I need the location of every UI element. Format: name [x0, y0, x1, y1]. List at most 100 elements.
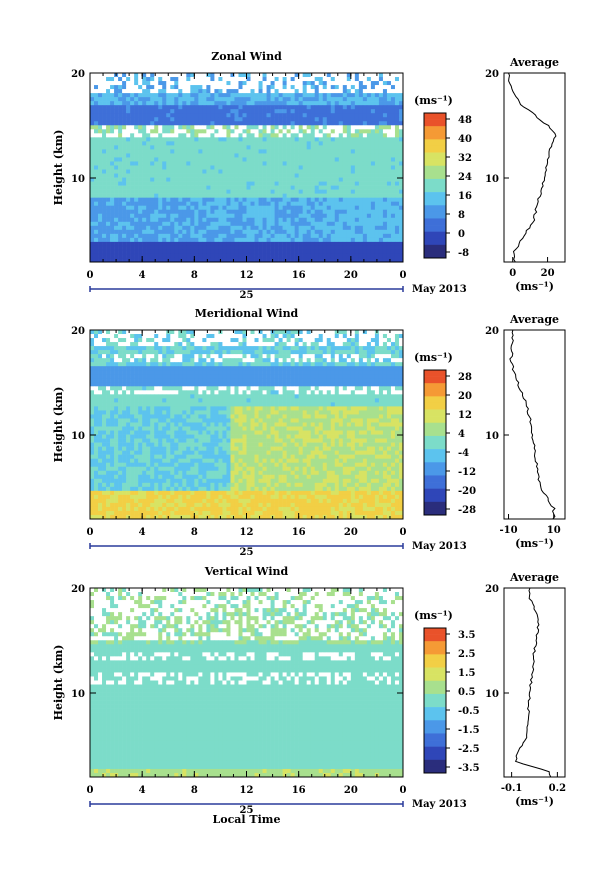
- heatmap-cell: [342, 213, 348, 219]
- heatmap-cell: [330, 97, 336, 102]
- heatmap-cell: [110, 145, 115, 150]
- heatmap-cell: [102, 161, 107, 166]
- heatmap-cell: [214, 330, 219, 335]
- heatmap-cell: [230, 113, 235, 118]
- heatmap-cell: [114, 181, 119, 186]
- heatmap-cell: [298, 169, 303, 174]
- heatmap-cell: [306, 149, 311, 154]
- heatmap-cell: [294, 193, 299, 198]
- heatmap-cell: [122, 205, 127, 211]
- heatmap-cell: [174, 217, 179, 223]
- heatmap-cell: [174, 225, 179, 231]
- heatmap-cell: [186, 221, 191, 227]
- heatmap-cell: [134, 105, 139, 110]
- heatmap-cell: [194, 133, 199, 138]
- heatmap-cell: [126, 249, 131, 255]
- heatmap-cell: [306, 382, 311, 387]
- heatmap-cell: [322, 173, 328, 178]
- heatmap-cell: [278, 197, 283, 202]
- heatmap-cell: [254, 173, 259, 178]
- heatmap-cell: [286, 113, 291, 118]
- heatmap-cell: [130, 217, 135, 223]
- heatmap-cell: [266, 237, 271, 243]
- heatmap-cell: [278, 121, 283, 126]
- heatmap-cell: [370, 205, 376, 211]
- heatmap-cell: [262, 133, 267, 138]
- heatmap-cell: [370, 378, 376, 383]
- heatmap-cell: [150, 105, 155, 110]
- heatmap-cell: [226, 370, 231, 375]
- heatmap-cell: [346, 366, 352, 371]
- heatmap-cell: [134, 177, 139, 182]
- heatmap-cell: [282, 233, 287, 239]
- heatmap-cell: [362, 113, 368, 118]
- heatmap-cell: [170, 141, 175, 146]
- heatmap-cell: [230, 177, 235, 182]
- heatmap-cell: [278, 129, 283, 134]
- heatmap-cell: [350, 346, 356, 351]
- heatmap-cell: [162, 354, 167, 359]
- heatmap-cell: [342, 249, 348, 255]
- heatmap-cell: [222, 117, 227, 122]
- heatmap-cell: [146, 342, 151, 347]
- heatmap-cell: [162, 169, 167, 174]
- heatmap-cell: [222, 121, 227, 126]
- heatmap-cell: [394, 370, 400, 375]
- heatmap-cell: [398, 185, 404, 190]
- heatmap-cell: [358, 77, 364, 82]
- heatmap-cell: [362, 342, 368, 347]
- colorbar-frame: [423, 112, 447, 259]
- heatmap-cell: [290, 205, 295, 211]
- heatmap-cell: [194, 153, 199, 158]
- heatmap-cell: [214, 257, 219, 263]
- heatmap-cell: [354, 338, 360, 343]
- heatmap-cell: [158, 117, 163, 122]
- heatmap-cell: [198, 153, 203, 158]
- heatmap-cell: [238, 245, 243, 251]
- heatmap-cell: [334, 105, 340, 110]
- heatmap-cell: [94, 390, 99, 395]
- heatmap-cell: [182, 221, 187, 227]
- heatmap-cell: [210, 213, 215, 219]
- heatmap-cell: [354, 257, 360, 263]
- heatmap-cell: [342, 97, 348, 102]
- heatmap-cell: [142, 125, 147, 130]
- heatmap-cell: [222, 197, 227, 202]
- heatmap-cell: [182, 249, 187, 255]
- heatmap-cell: [358, 382, 364, 387]
- heatmap-cell: [290, 165, 295, 170]
- heatmap-cell: [274, 241, 279, 247]
- heatmap-cell: [134, 241, 139, 247]
- heatmap-cell: [110, 253, 115, 259]
- heatmap-cell: [134, 229, 139, 235]
- heatmap-cell: [398, 338, 404, 343]
- heatmap-cell: [270, 386, 275, 391]
- heatmap-cell: [154, 197, 159, 202]
- heatmap-cell: [274, 93, 279, 98]
- heatmap-cell: [346, 233, 352, 239]
- heatmap-cell: [146, 97, 151, 102]
- heatmap-cell: [214, 109, 219, 114]
- heatmap-cell: [122, 109, 127, 114]
- heatmap-cell: [106, 390, 111, 395]
- heatmap-cell: [174, 245, 179, 251]
- heatmap-cell: [306, 221, 311, 227]
- heatmap-cell: [322, 209, 328, 215]
- heatmap-cell: [94, 85, 99, 90]
- heatmap-cell: [142, 378, 147, 383]
- heatmap-cell: [210, 253, 215, 259]
- heatmap-cell: [218, 334, 223, 339]
- heatmap-cell: [314, 117, 320, 122]
- heatmap-cell: [194, 181, 199, 186]
- heatmap-cell: [114, 169, 119, 174]
- heatmap-cell: [246, 205, 251, 211]
- heatmap-cell: [274, 181, 279, 186]
- heatmap-cell: [126, 189, 131, 194]
- heatmap-cell: [330, 237, 336, 243]
- heatmap-cell: [198, 241, 203, 247]
- heatmap-cell: [310, 185, 316, 190]
- heatmap-cell: [198, 169, 203, 174]
- heatmap-cell: [338, 257, 344, 263]
- heatmap-cell: [106, 209, 111, 215]
- heatmap-cell: [326, 253, 332, 259]
